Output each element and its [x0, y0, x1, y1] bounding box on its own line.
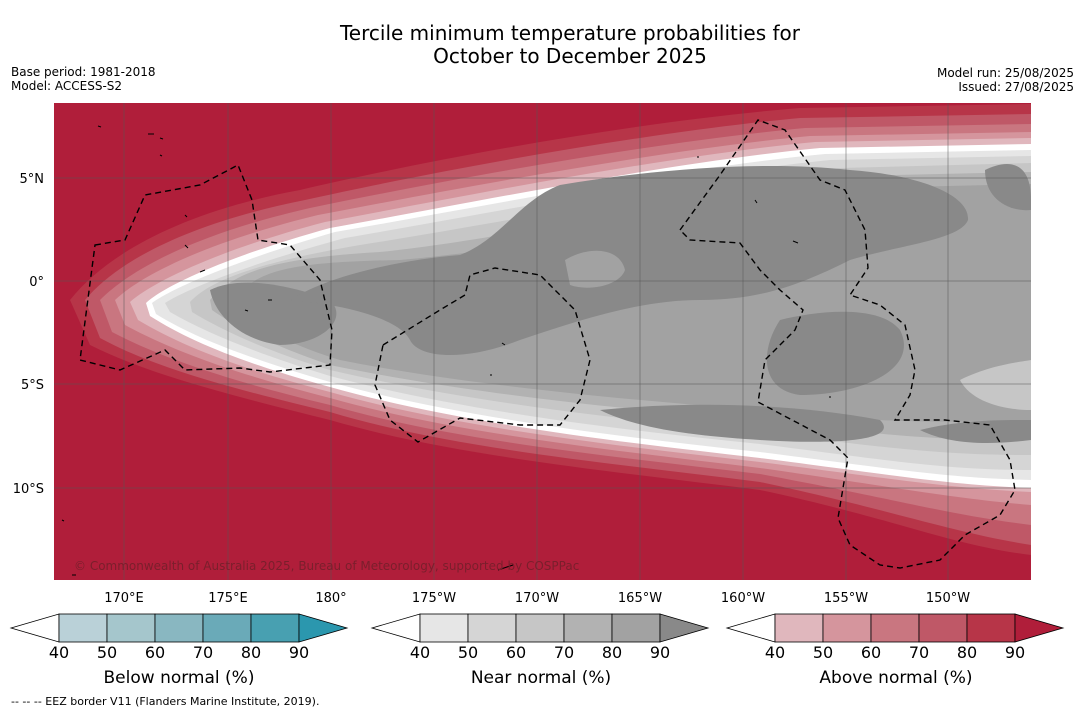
lat-label-5n: 5°N — [20, 172, 45, 187]
near-mid-patch — [565, 250, 625, 288]
tick: 80 — [601, 643, 623, 662]
tick: 40 — [764, 643, 786, 662]
colorbar-segment — [774, 613, 824, 643]
tick: 70 — [192, 643, 214, 662]
colorbar-segment — [154, 613, 204, 643]
colorbar-extend-low — [370, 613, 421, 643]
near-light-patch — [960, 360, 1031, 410]
colorbar-segment — [106, 613, 156, 643]
tick: 60 — [144, 643, 166, 662]
colorbar-label-above: Above normal (%) — [819, 668, 973, 688]
tick: 60 — [505, 643, 527, 662]
near-dark-patch-5 — [600, 404, 884, 442]
lat-label-10s: 10°S — [13, 482, 44, 497]
eez-line-islands — [679, 119, 1016, 569]
tick: 50 — [812, 643, 834, 662]
colorbar-below-normal — [9, 613, 349, 643]
tick: 90 — [1004, 643, 1026, 662]
lon-label-175w: 175°W — [412, 591, 456, 606]
base-period: Base period: 1981-2018 — [11, 65, 156, 79]
model-run: Model run: 25/08/2025 — [936, 66, 1074, 80]
colorbar-extend-low — [9, 613, 60, 643]
tick: 60 — [860, 643, 882, 662]
tick: 90 — [288, 643, 310, 662]
islands — [61, 125, 831, 576]
colorbar-extend-high — [1014, 613, 1065, 643]
issued-date: Issued: 27/08/2025 — [958, 80, 1074, 94]
colorbar-label-near: Near normal (%) — [470, 668, 612, 688]
lon-label-180: 180° — [315, 591, 346, 606]
colorbar-extend-high — [298, 613, 349, 643]
lon-label-165w: 165°W — [618, 591, 662, 606]
tick: 80 — [956, 643, 978, 662]
map-field: © Commonwealth of Australia 2025, Bureau… — [54, 103, 1031, 580]
lat-label-5s: 5°S — [21, 378, 44, 393]
colorbar-segment — [918, 613, 968, 643]
copyright-text: © Commonwealth of Australia 2025, Bureau… — [74, 559, 579, 573]
lon-label-170e: 170°E — [104, 591, 144, 606]
lon-label-170w: 170°W — [515, 591, 559, 606]
lon-label-160w: 160°W — [721, 591, 765, 606]
eez-footnote: -- -- -- EEZ border V11 (Flanders Marine… — [11, 695, 320, 708]
tick: 50 — [96, 643, 118, 662]
eez-phoenix — [374, 267, 591, 443]
lon-label-155w: 155°W — [824, 591, 868, 606]
colorbar-label-below: Below normal (%) — [103, 668, 255, 688]
colorbar-segment — [563, 613, 613, 643]
tick: 80 — [240, 643, 262, 662]
colorbar-extend-high — [659, 613, 710, 643]
tick: 70 — [553, 643, 575, 662]
grid-lines — [54, 103, 1031, 580]
lon-label-175e: 175°E — [208, 591, 248, 606]
colorbar-extend-low — [725, 613, 776, 643]
colorbar-segment — [58, 613, 108, 643]
metadata-left: Base period: 1981-2018 Model: ACCESS-S2 — [11, 65, 156, 93]
tick: 50 — [457, 643, 479, 662]
colorbar-segment — [515, 613, 565, 643]
colorbar-segment — [966, 613, 1016, 643]
tick: 90 — [649, 643, 671, 662]
colorbar-near-normal — [370, 613, 710, 643]
tick: 40 — [409, 643, 431, 662]
near-dark-patch-2 — [290, 165, 969, 355]
colorbar-segment — [467, 613, 517, 643]
tick: 40 — [48, 643, 70, 662]
colorbar-segment — [250, 613, 300, 643]
eez-borders — [79, 119, 1016, 569]
colorbar-segment — [611, 613, 661, 643]
colorbar-segment — [419, 613, 469, 643]
lon-label-150w: 150°W — [926, 591, 970, 606]
model-name: Model: ACCESS-S2 — [11, 79, 123, 93]
colorbar-segment — [202, 613, 252, 643]
colorbar-segment — [822, 613, 872, 643]
colorbar-segment — [870, 613, 920, 643]
near-dark-patch-3 — [766, 311, 904, 395]
title-line-2: October to December 2025 — [433, 44, 707, 68]
chart-title: Tercile minimum temperature probabilitie… — [0, 22, 1085, 68]
tick: 70 — [908, 643, 930, 662]
colorbar-above-normal — [725, 613, 1065, 643]
eez-tuvalu — [79, 164, 333, 373]
near-dark-patch-4 — [985, 163, 1031, 211]
metadata-right: Model run: 25/08/2025 Issued: 27/08/2025 — [937, 66, 1074, 94]
title-line-1: Tercile minimum temperature probabilitie… — [339, 21, 801, 45]
lat-label-0: 0° — [29, 275, 44, 290]
